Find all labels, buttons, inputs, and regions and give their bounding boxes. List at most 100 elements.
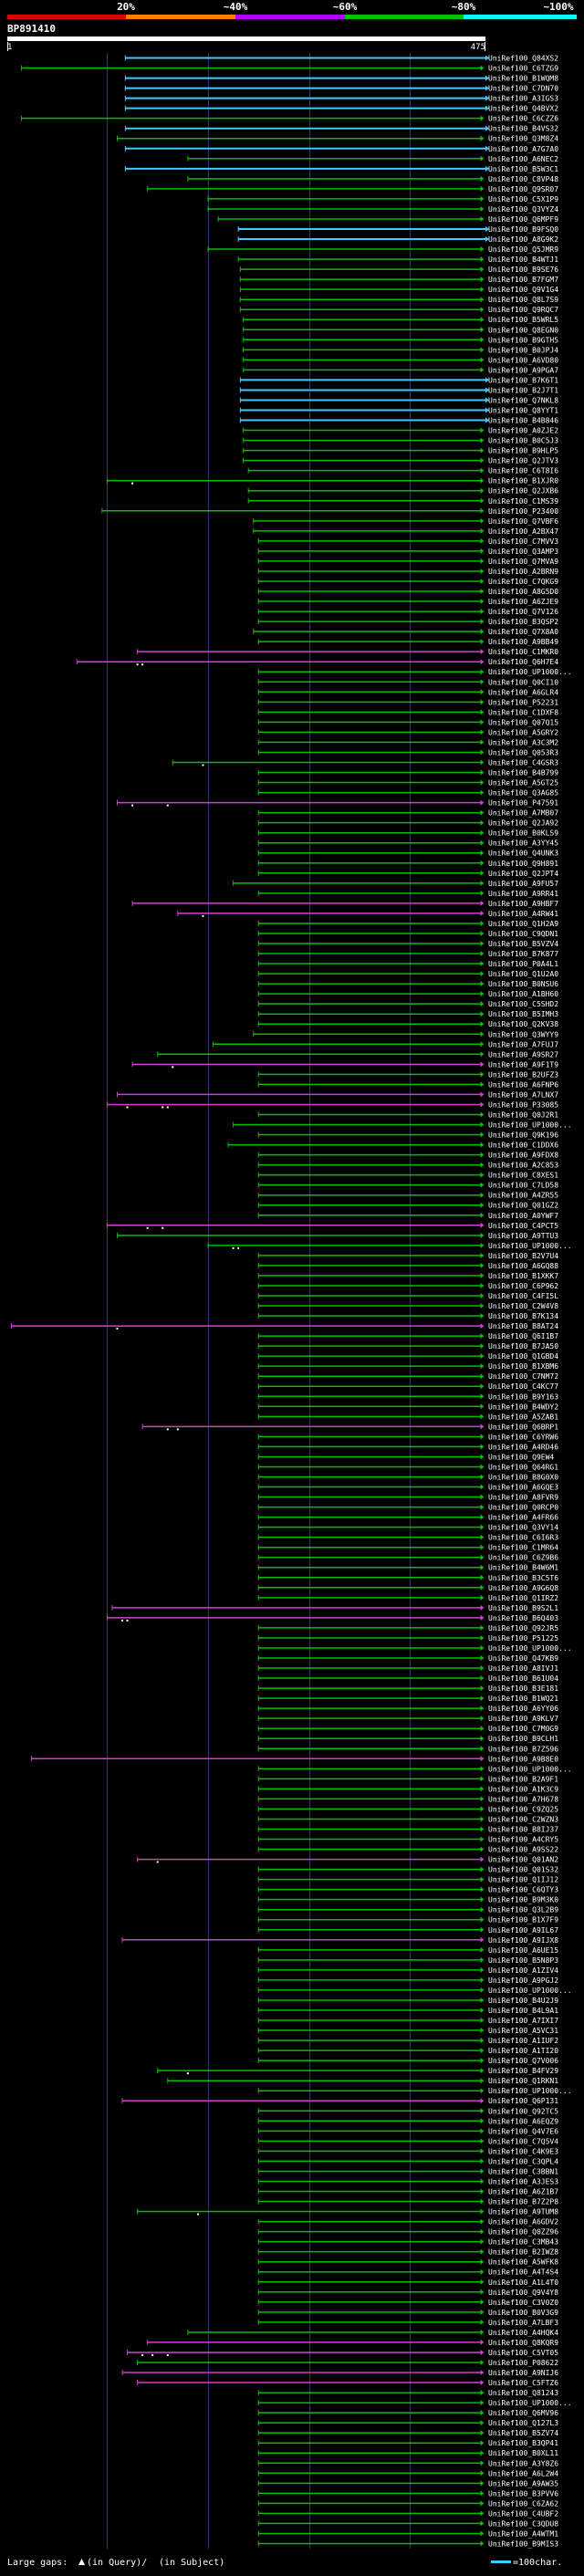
hit-end-arrow [480, 1242, 485, 1248]
hit-label: UniRef100_C9ZQ25 [488, 1805, 558, 1813]
hit-label: UniRef100_B6Q403 [488, 1614, 558, 1622]
hit-row: UniRef100_C4FI5L [257, 1292, 558, 1300]
hit-row: UniRef100_C7QKG9 [257, 578, 558, 586]
hit-row: UniRef100_Q9EW4 [257, 1453, 554, 1461]
hit-row: UniRef100_C7DN70 [124, 85, 558, 93]
hit-end-arrow [480, 2400, 485, 2406]
hit-end-arrow [480, 2359, 485, 2365]
scale-segment-40 [126, 15, 235, 19]
hit-end-arrow [480, 1624, 485, 1631]
hit-row: UniRef100_C3MB43 [257, 2238, 558, 2247]
hit-end-arrow [480, 639, 485, 645]
hit-row: UniRef100_B1XBM6 [257, 1362, 558, 1371]
hit-row: UniRef100_A4T4S4 [257, 2268, 558, 2277]
hit-label: UniRef100_Q1U2A0 [488, 970, 558, 978]
hit-end-arrow [485, 105, 489, 111]
hit-end-arrow [480, 1494, 485, 1500]
scale-segment-20 [7, 15, 126, 19]
hit-label: UniRef100_A4RD46 [488, 1443, 558, 1451]
hit-label: UniRef100_A6UE15 [488, 1946, 558, 1955]
hit-label: UniRef100_C3BBN1 [488, 2167, 558, 2175]
hit-label: UniRef100_A5WFK8 [488, 2258, 558, 2267]
hit-row: UniRef100_Q1IJ12 [257, 1876, 558, 1884]
hit-row: UniRef100_B1XKK7 [257, 1272, 558, 1280]
hit-end-arrow [480, 2088, 485, 2094]
hit-label: UniRef100_B4VS32 [488, 125, 558, 133]
hit-end-arrow [480, 65, 485, 71]
hit-label: UniRef100_B1X7F9 [488, 1916, 558, 1924]
hit-row: UniRef100_Q1H2A9 [257, 920, 558, 928]
hit-label: UniRef100_A6VD80 [488, 356, 558, 364]
hit-end-arrow [480, 1685, 485, 1692]
hit-label: UniRef100_A7FUJ7 [488, 1040, 558, 1048]
hit-row: UniRef100_Q01AN2 [137, 1856, 558, 1864]
hit-row: UniRef100_B3E181 [257, 1684, 558, 1693]
gap-marker [166, 804, 169, 807]
hit-end-arrow [480, 589, 485, 595]
query-gap-marker-icon [78, 2559, 85, 2565]
hit-label: UniRef100_B2A9F1 [488, 1775, 558, 1783]
hit-label: UniRef100_C8VP48 [488, 175, 558, 183]
hit-label: UniRef100_C6Z9B6 [488, 1554, 558, 1562]
hit-label: UniRef100_C7NM72 [488, 1372, 558, 1381]
hit-end-arrow [480, 880, 485, 886]
hit-end-arrow [480, 649, 485, 655]
hit-end-arrow [480, 115, 485, 121]
hit-end-arrow [480, 619, 485, 625]
hit-end-arrow [480, 497, 485, 504]
hit-label: UniRef100_A1TI20 [488, 2047, 558, 2055]
hit-row: UniRef100_C8VP48 [187, 175, 558, 183]
hit-label: UniRef100_UP1000... [488, 1121, 572, 1130]
hit-label: UniRef100_B5VZV4 [488, 940, 558, 948]
hit-row: UniRef100_Q9V4Y8 [257, 2289, 558, 2297]
hit-label: UniRef100_Q6MV96 [488, 2409, 558, 2417]
hit-label: UniRef100_Q4BVX2 [488, 105, 558, 113]
hit-label: UniRef100_Q07Q15 [488, 718, 558, 726]
hit-label: UniRef100_A9G6Q8 [488, 1584, 558, 1592]
scale-segment-80 [345, 15, 464, 19]
hit-row: UniRef100_Q1IRZ2 [257, 1594, 558, 1602]
hit-end-arrow [480, 1292, 485, 1298]
hit-end-arrow [480, 1071, 485, 1078]
hit-end-arrow [480, 809, 485, 816]
hit-end-arrow [480, 287, 485, 293]
hit-end-arrow [480, 981, 485, 987]
hit-row: UniRef100_Q81243 [257, 2389, 558, 2397]
hit-end-arrow [480, 2068, 485, 2074]
hit-label: UniRef100_P47591 [488, 799, 558, 808]
hit-end-arrow [480, 578, 485, 584]
hit-row: UniRef100_A3C3M2 [257, 738, 558, 746]
hit-end-arrow [480, 437, 485, 443]
hit-label: UniRef100_A1BH60 [488, 990, 558, 998]
hit-row: UniRef100_B9M3K0 [257, 1896, 558, 1904]
hit-label: UniRef100_B7FGM7 [488, 276, 558, 284]
hit-end-arrow [480, 1434, 485, 1440]
hit-label: UniRef100_A8IVJ1 [488, 1664, 558, 1673]
hit-end-arrow [480, 2480, 485, 2487]
hit-end-arrow [480, 659, 485, 665]
hit-row: UniRef100_A7G7A0 [124, 145, 558, 153]
hit-end-arrow [480, 2510, 485, 2517]
hit-row: UniRef100_A5GRY2 [257, 728, 558, 736]
hit-row: UniRef100_Q1U2A0 [257, 970, 558, 978]
hit-label: UniRef100_B4U2J9 [488, 1997, 558, 2005]
hit-label: UniRef100_A3IGS3 [488, 95, 558, 103]
hit-row: UniRef100_A6GQ88 [257, 1262, 558, 1270]
hit-end-arrow [480, 1021, 485, 1027]
hit-label: UniRef100_A6L2W4 [488, 2469, 558, 2477]
hit-end-arrow [480, 1202, 485, 1208]
hit-end-arrow [480, 669, 485, 675]
hit-row: UniRef100_B5WRL5 [243, 316, 558, 324]
hit-end-arrow [480, 317, 485, 323]
hit-end-arrow [480, 1756, 485, 1762]
hit-end-arrow [480, 1272, 485, 1278]
hit-end-arrow [480, 1051, 485, 1058]
hit-label: UniRef100_UP1000... [488, 1242, 572, 1250]
hit-row: UniRef100_C6P962 [257, 1282, 558, 1290]
hit-label: UniRef100_A9NIJ6 [488, 2369, 558, 2377]
hit-end-arrow [480, 1886, 485, 1893]
hit-row: UniRef100_Q64RG1 [257, 1463, 558, 1471]
hit-row: UniRef100_Q8KQR9 [147, 2339, 558, 2347]
hit-label: UniRef100_A4FR66 [488, 1514, 558, 1522]
hit-end-arrow [480, 357, 485, 363]
